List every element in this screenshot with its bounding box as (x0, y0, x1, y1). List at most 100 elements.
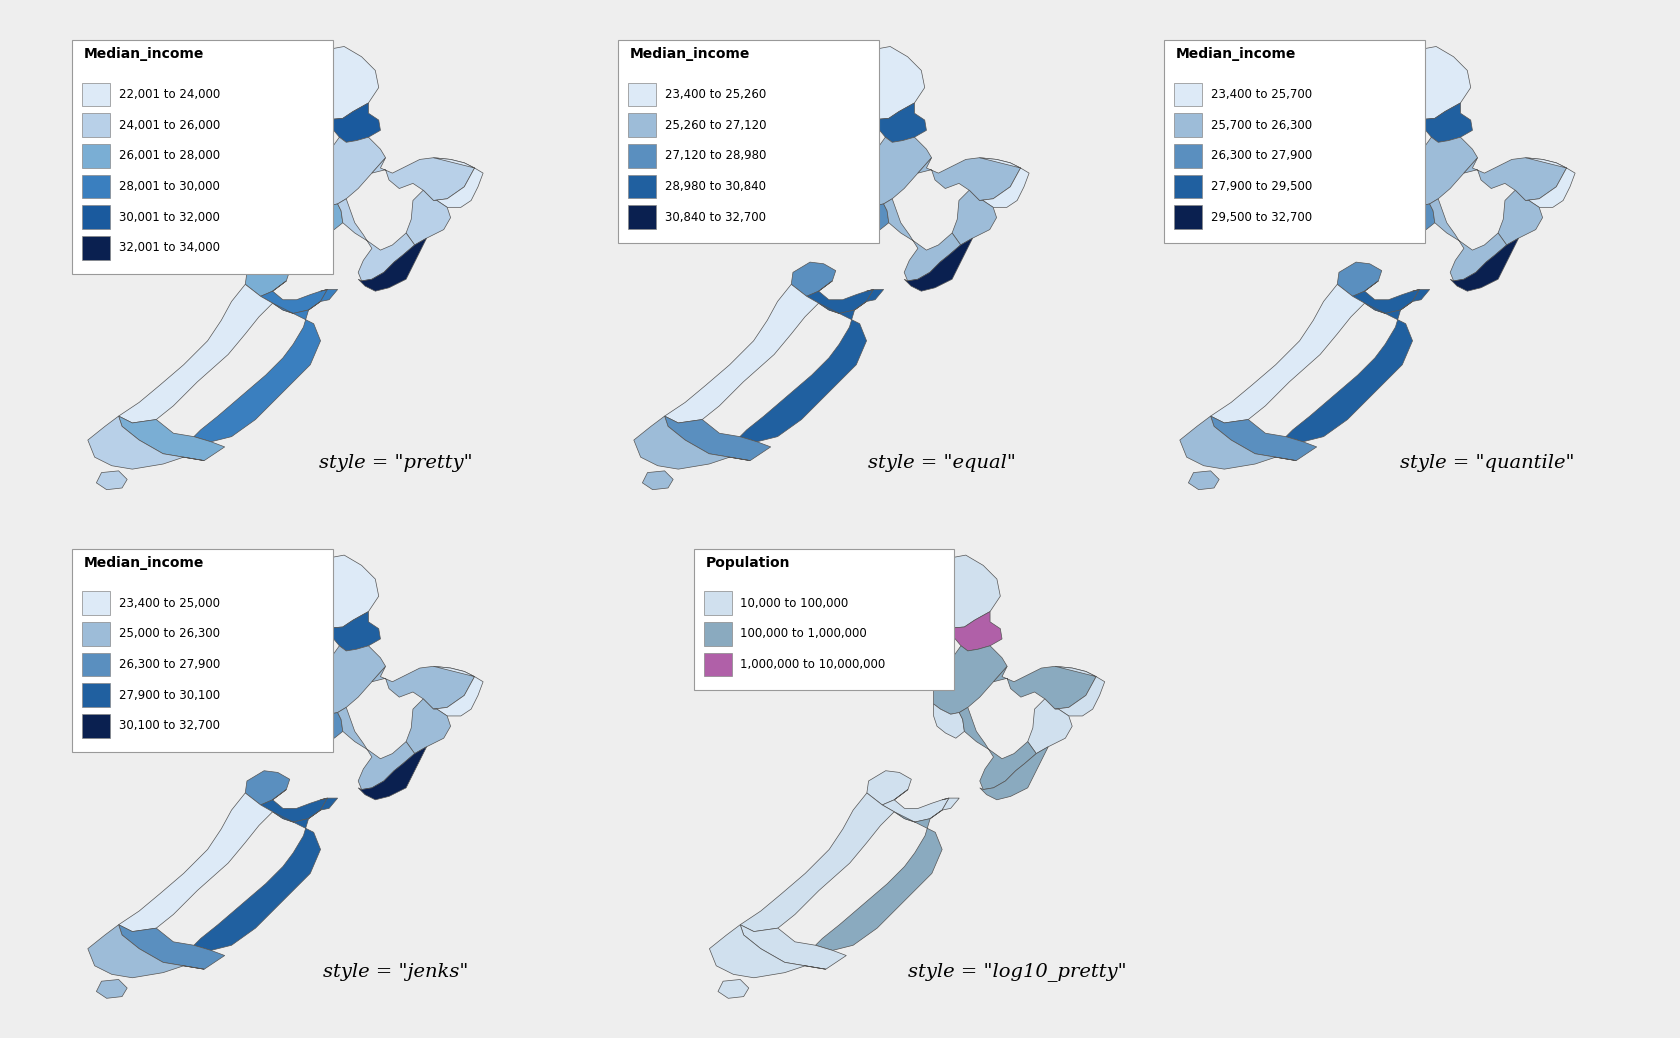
Polygon shape (433, 158, 484, 208)
Polygon shape (665, 416, 771, 461)
Text: 27,900 to 29,500: 27,900 to 29,500 (1211, 180, 1312, 193)
Text: style = "quantile": style = "quantile" (1401, 455, 1574, 472)
Polygon shape (1404, 195, 1435, 229)
FancyBboxPatch shape (82, 144, 111, 167)
Polygon shape (806, 281, 874, 313)
FancyBboxPatch shape (694, 549, 954, 690)
Polygon shape (1188, 471, 1220, 490)
Polygon shape (931, 798, 959, 819)
Text: Median_income: Median_income (84, 555, 203, 570)
Polygon shape (665, 284, 818, 422)
Polygon shape (193, 812, 321, 951)
Text: style = "jenks": style = "jenks" (323, 963, 469, 981)
Polygon shape (791, 263, 835, 296)
Polygon shape (633, 416, 751, 469)
Polygon shape (193, 303, 321, 442)
FancyBboxPatch shape (82, 653, 111, 677)
Polygon shape (838, 47, 924, 120)
Polygon shape (717, 980, 749, 999)
Text: 25,700 to 26,300: 25,700 to 26,300 (1211, 118, 1312, 132)
Polygon shape (96, 471, 128, 490)
Text: 24,001 to 26,000: 24,001 to 26,000 (119, 118, 220, 132)
FancyBboxPatch shape (82, 83, 111, 106)
Polygon shape (642, 471, 674, 490)
Text: 25,000 to 26,300: 25,000 to 26,300 (119, 627, 220, 640)
Text: 26,300 to 27,900: 26,300 to 27,900 (1211, 149, 1312, 162)
Text: 30,001 to 32,000: 30,001 to 32,000 (119, 211, 220, 224)
Polygon shape (1337, 263, 1381, 296)
Polygon shape (312, 646, 386, 714)
Polygon shape (371, 666, 474, 709)
Text: 26,300 to 27,900: 26,300 to 27,900 (119, 658, 220, 671)
Text: Median_income: Median_income (1176, 47, 1295, 61)
Polygon shape (882, 790, 949, 822)
Text: 32,001 to 34,000: 32,001 to 34,000 (119, 242, 220, 254)
Polygon shape (858, 195, 889, 229)
Polygon shape (858, 137, 932, 206)
Polygon shape (1352, 281, 1420, 313)
Text: 23,400 to 25,260: 23,400 to 25,260 (665, 88, 766, 101)
Polygon shape (917, 158, 1020, 200)
FancyBboxPatch shape (82, 174, 111, 198)
Polygon shape (1450, 238, 1519, 292)
FancyBboxPatch shape (704, 592, 732, 614)
FancyBboxPatch shape (618, 40, 879, 243)
Polygon shape (869, 103, 926, 142)
Polygon shape (358, 238, 427, 292)
Polygon shape (741, 925, 847, 969)
Polygon shape (338, 199, 415, 281)
FancyBboxPatch shape (704, 653, 732, 677)
Polygon shape (959, 708, 1037, 790)
FancyBboxPatch shape (628, 206, 657, 229)
Polygon shape (358, 746, 427, 800)
Text: 27,900 to 30,100: 27,900 to 30,100 (119, 688, 220, 702)
Polygon shape (815, 812, 942, 951)
FancyBboxPatch shape (628, 113, 657, 137)
FancyBboxPatch shape (1164, 40, 1425, 243)
FancyBboxPatch shape (1174, 174, 1203, 198)
Polygon shape (87, 925, 205, 978)
FancyBboxPatch shape (1174, 83, 1203, 106)
Polygon shape (294, 555, 378, 629)
FancyBboxPatch shape (1174, 206, 1203, 229)
Polygon shape (1401, 290, 1430, 310)
Polygon shape (338, 708, 415, 790)
Polygon shape (260, 281, 328, 313)
Polygon shape (119, 793, 272, 931)
Text: 23,400 to 25,700: 23,400 to 25,700 (1211, 88, 1312, 101)
Polygon shape (916, 555, 1000, 629)
Text: 23,400 to 25,000: 23,400 to 25,000 (119, 597, 220, 609)
Polygon shape (1028, 699, 1072, 754)
Text: 26,001 to 28,000: 26,001 to 28,000 (119, 149, 220, 162)
Polygon shape (87, 416, 205, 469)
Polygon shape (904, 238, 973, 292)
Polygon shape (934, 704, 964, 738)
Polygon shape (944, 611, 1001, 651)
Polygon shape (741, 793, 894, 931)
Text: 27,120 to 28,980: 27,120 to 28,980 (665, 149, 766, 162)
FancyBboxPatch shape (82, 683, 111, 707)
Polygon shape (245, 263, 289, 296)
Text: 28,001 to 30,000: 28,001 to 30,000 (119, 180, 220, 193)
Text: 30,100 to 32,700: 30,100 to 32,700 (119, 719, 220, 733)
Polygon shape (119, 284, 272, 422)
Polygon shape (1415, 103, 1472, 142)
Text: style = "log10_pretty": style = "log10_pretty" (907, 962, 1127, 981)
Polygon shape (934, 646, 1008, 714)
Polygon shape (1430, 199, 1507, 281)
Polygon shape (309, 290, 338, 310)
Polygon shape (96, 980, 128, 999)
Text: 28,980 to 30,840: 28,980 to 30,840 (665, 180, 766, 193)
Polygon shape (1463, 158, 1566, 200)
FancyBboxPatch shape (704, 622, 732, 646)
Polygon shape (709, 925, 827, 978)
Polygon shape (1285, 303, 1413, 442)
Polygon shape (309, 798, 338, 819)
Polygon shape (119, 925, 225, 969)
Polygon shape (1404, 137, 1478, 206)
Polygon shape (1384, 47, 1470, 120)
Polygon shape (1525, 158, 1576, 208)
FancyBboxPatch shape (82, 113, 111, 137)
FancyBboxPatch shape (1174, 113, 1203, 137)
Polygon shape (1499, 190, 1542, 245)
